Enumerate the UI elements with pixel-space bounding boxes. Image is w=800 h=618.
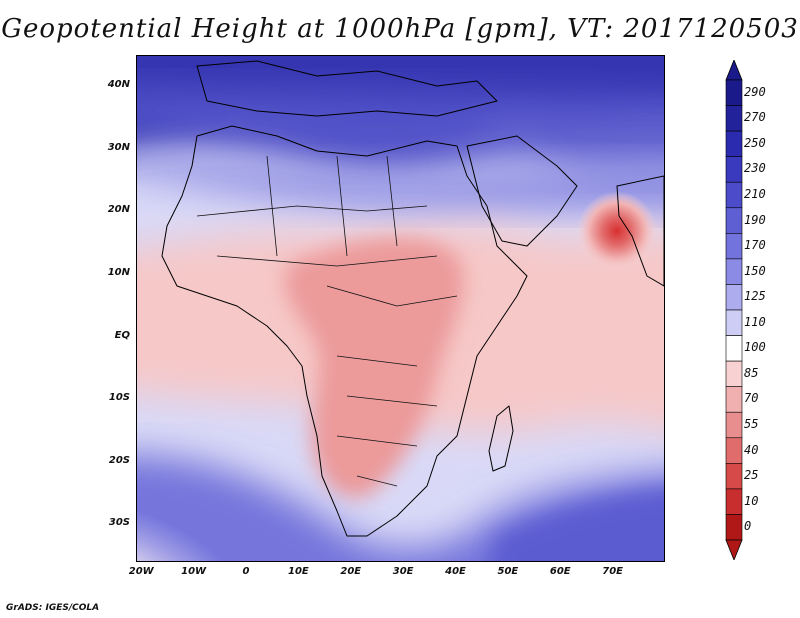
colorbar-level: 110 xyxy=(744,314,766,329)
field-layer xyxy=(137,56,664,561)
colorbar-level: 0 xyxy=(744,519,752,534)
field-south-atlantic-low xyxy=(137,491,257,561)
lon-label: 20E xyxy=(340,566,362,577)
colorbar-level: 85 xyxy=(744,365,759,380)
colorbar-swatch xyxy=(725,233,743,260)
europe-outline xyxy=(196,60,498,117)
colorbar-level: 170 xyxy=(744,238,766,253)
colorbar-swatch xyxy=(725,79,743,106)
chart-title: Geopotential Height at 1000hPa [gpm], VT… xyxy=(1,14,799,44)
colorbar-level: 40 xyxy=(744,442,759,457)
colorbar-swatch xyxy=(725,130,743,157)
colorbar-level: 270 xyxy=(744,110,766,125)
colorbar-swatch xyxy=(725,181,743,209)
colorbar-level: 150 xyxy=(744,263,766,278)
coastline-layer xyxy=(161,60,664,537)
colorbar-level: 10 xyxy=(744,493,759,508)
arabian-peninsula-outline xyxy=(466,135,578,247)
lat-label: 30S xyxy=(108,517,130,529)
colorbar-swatch xyxy=(725,258,743,285)
lon-label: 0 xyxy=(242,566,250,577)
lon-label: 30E xyxy=(392,566,414,577)
colorbar-level: 70 xyxy=(744,391,759,406)
colorbar-level: 290 xyxy=(744,84,766,99)
lat-label: 10N xyxy=(107,267,130,279)
colorbar-swatch xyxy=(725,105,743,132)
colorbar-level: 230 xyxy=(744,161,766,176)
lat-label: 20N xyxy=(107,204,130,216)
colorbar-swatch xyxy=(725,488,743,515)
lon-label: 60E xyxy=(549,566,571,577)
lat-label: 10S xyxy=(108,392,130,404)
geopotential-map xyxy=(137,56,664,561)
colorbar-swatch xyxy=(725,284,743,311)
lon-label: 40E xyxy=(445,566,466,577)
field-southern-deep xyxy=(490,489,664,561)
field-sahara xyxy=(137,86,664,174)
lat-label: EQ xyxy=(114,329,130,341)
colorbar-swatch xyxy=(725,463,743,490)
colorbar-swatch xyxy=(725,437,743,464)
colorbar-level: 250 xyxy=(744,135,766,150)
colorbar-swatch xyxy=(725,207,743,234)
credit-text: GrADS: IGES/COLA xyxy=(6,603,100,613)
colorbar-swatch xyxy=(725,360,743,387)
colorbar-level: 210 xyxy=(744,187,766,201)
lat-label: 40N xyxy=(107,79,130,91)
africa-coastline xyxy=(161,125,528,537)
colorbar xyxy=(725,60,743,560)
colorbar-level: 55 xyxy=(744,417,759,431)
field-arabian-sea-low xyxy=(577,191,657,271)
colorbar-level: 125 xyxy=(744,289,766,304)
colorbar-level: 100 xyxy=(744,340,766,355)
lat-label: 30N xyxy=(107,141,130,153)
colorbar-top-arrow xyxy=(725,60,743,81)
colorbar-swatch xyxy=(725,411,743,439)
colorbar-swatch xyxy=(725,386,743,413)
borders-layer xyxy=(196,155,458,487)
india-outline xyxy=(616,175,664,287)
colorbar-swatch xyxy=(725,335,743,362)
colorbar-swatch xyxy=(725,309,743,336)
colorbar-swatch xyxy=(725,514,743,541)
colorbar-swatch xyxy=(725,156,743,183)
colorbar-level: 190 xyxy=(744,212,766,227)
country-borders xyxy=(196,155,458,487)
lon-label: 70E xyxy=(602,566,623,577)
lat-label: 20S xyxy=(108,454,130,466)
lon-label: 10W xyxy=(181,566,207,577)
madagascar-outline xyxy=(488,405,514,472)
colorbar-level: 25 xyxy=(744,468,759,483)
lon-label: 20W xyxy=(128,566,154,577)
lon-label: 10E xyxy=(287,566,309,577)
field-central-low xyxy=(284,237,464,498)
lon-label: 50E xyxy=(497,566,519,577)
colorbar-bottom-arrow xyxy=(725,539,743,560)
map-panel xyxy=(136,55,665,562)
